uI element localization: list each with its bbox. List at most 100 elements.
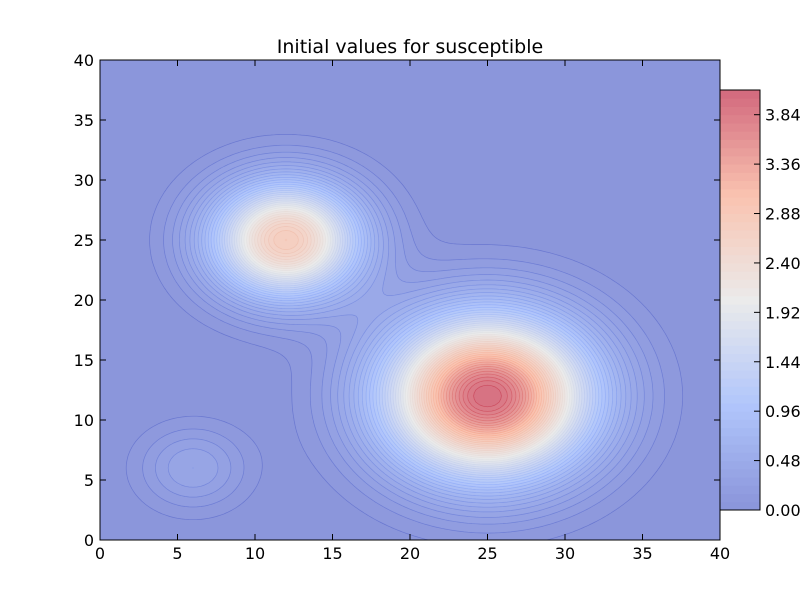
colorbar-band: [720, 254, 760, 264]
contour-line: [254, 215, 561, 453]
colorbar-band: [720, 361, 760, 371]
contour-line: [241, 205, 573, 462]
chart-title: Initial values for susceptible: [277, 36, 543, 58]
plot-area: [99, 59, 721, 541]
colorbar-band: [720, 477, 760, 486]
colorbar-band: [720, 337, 760, 346]
contour-line: [210, 181, 606, 488]
colorbar-band: [720, 402, 760, 412]
contour-line: [193, 168, 627, 504]
colorbar-tick-label: 3.84: [765, 106, 800, 125]
colorbar-tick-label: 1.44: [765, 353, 800, 372]
colorbar-band: [720, 485, 760, 495]
contour-line: [167, 157, 645, 518]
contour-line: [155, 151, 654, 525]
colorbar-band: [720, 98, 760, 107]
contour-line: [224, 192, 591, 476]
colorbar-band: [720, 238, 760, 247]
contour-line: [268, 226, 552, 446]
contour-line: [473, 384, 502, 408]
colorbar-band: [720, 353, 760, 363]
colorbar-band: [720, 411, 760, 420]
y-axis: 0 5 10 15 20 25 30 35 40: [74, 51, 720, 550]
contour-line: [233, 199, 580, 468]
colorbar-band: [720, 419, 760, 429]
contour-line: [189, 165, 632, 508]
contour-line: [440, 359, 535, 433]
contour-line: [243, 207, 570, 460]
contour-line: [433, 353, 542, 439]
x-tick-label: 10: [245, 544, 265, 563]
contour-line: [236, 201, 578, 466]
colorbar-bands: [720, 90, 760, 511]
colorbar-band: [720, 460, 760, 470]
colorbar-tick-label: 2.88: [765, 205, 800, 224]
colorbar-band: [720, 172, 760, 182]
y-tick-label: 20: [74, 291, 94, 310]
contour-line: [207, 179, 610, 491]
contour-line: [229, 195, 585, 472]
colorbar-tick-label: 2.40: [765, 254, 800, 273]
colorbar-band: [720, 221, 760, 231]
colorbar-band: [720, 122, 760, 132]
colorbar-band: [720, 452, 760, 462]
colorbar-band: [720, 435, 760, 445]
colorbar-band: [720, 320, 760, 330]
colorbar-ticks: 0.00 0.48 0.96 1.44 1.92 2.40 2.88 3.36 3.84: [754, 106, 800, 520]
colorbar-band: [720, 188, 760, 198]
colorbar-band: [720, 246, 760, 256]
colorbar-tick-label: 3.36: [765, 155, 800, 174]
y-tick-label: 30: [74, 171, 94, 190]
colorbar-band: [720, 114, 760, 124]
contour-line: [458, 373, 517, 419]
contour-line: [226, 193, 588, 474]
colorbar-band: [720, 230, 760, 239]
contour-line: [142, 144, 665, 534]
contour-line: [257, 217, 559, 451]
contour-line: [273, 230, 550, 444]
contour-line: [201, 174, 618, 497]
heatmap-image: [100, 60, 720, 540]
colorbar-band: [720, 312, 760, 322]
x-tick-label: 20: [400, 544, 420, 563]
contour-line: [216, 186, 600, 483]
colorbar-band: [720, 106, 760, 116]
x-tick-label: 40: [710, 544, 730, 563]
colorbar-band: [720, 468, 760, 478]
contour-line: [467, 380, 508, 412]
contour-line: [231, 197, 583, 470]
colorbar-band: [720, 90, 760, 99]
colorbar-band: [720, 304, 760, 313]
contour-line: [455, 370, 520, 422]
colorbar-band: [720, 493, 760, 503]
contour-line: [451, 368, 524, 424]
colorbar: 0.00 0.48 0.96 1.44 1.92 2.40 2.88 3.36 3.84: [719, 89, 800, 520]
y-tick-label: 25: [74, 231, 94, 250]
contour-line: [197, 171, 622, 500]
colorbar-band: [720, 345, 760, 355]
colorbar-band: [720, 386, 760, 396]
colorbar-band: [720, 271, 760, 280]
colorbar-tick-label: 0.48: [765, 452, 800, 471]
colorbar-band: [720, 427, 760, 437]
x-tick-label: 30: [555, 544, 575, 563]
contour-line: [184, 161, 638, 513]
colorbar-tick-label: 0.96: [765, 402, 800, 421]
colorbar-band: [720, 164, 760, 173]
colorbar-band: [720, 262, 760, 272]
contour-line: [264, 222, 554, 448]
contour-line: [285, 239, 547, 442]
x-tick-label: 25: [477, 544, 497, 563]
colorbar-band: [720, 444, 760, 453]
colorbar-band: [720, 287, 760, 297]
contour-line: [437, 357, 538, 435]
y-tick-label: 5: [84, 471, 94, 490]
contour-line: [248, 211, 566, 457]
contour-line: [221, 190, 594, 478]
colorbar-band: [720, 328, 760, 338]
colorbar-band: [720, 147, 760, 157]
y-tick-label: 0: [84, 531, 94, 550]
contour-lines: [125, 134, 684, 541]
colorbar-band: [720, 394, 760, 404]
